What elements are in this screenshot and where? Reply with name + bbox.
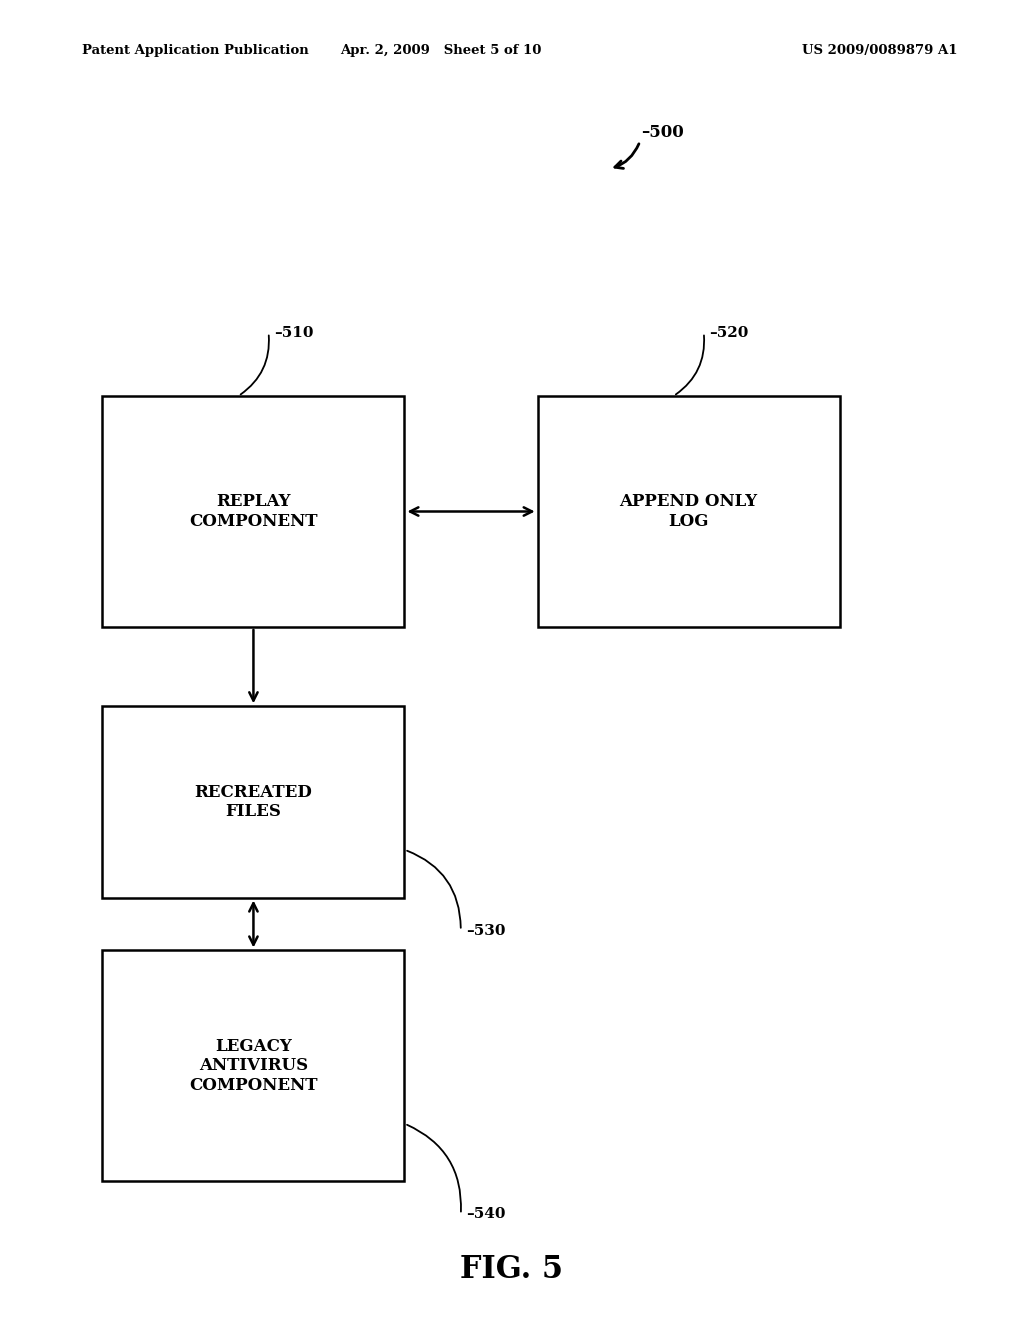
Text: –530: –530 [466,924,506,937]
Text: –540: –540 [466,1208,506,1221]
Text: –500: –500 [641,124,684,141]
Text: RECREATED
FILES: RECREATED FILES [195,784,312,820]
Text: –510: –510 [273,326,313,339]
FancyBboxPatch shape [102,706,404,898]
Text: REPLAY
COMPONENT: REPLAY COMPONENT [189,494,317,529]
FancyBboxPatch shape [538,396,840,627]
Text: Apr. 2, 2009   Sheet 5 of 10: Apr. 2, 2009 Sheet 5 of 10 [340,44,541,57]
Text: US 2009/0089879 A1: US 2009/0089879 A1 [802,44,957,57]
FancyBboxPatch shape [102,950,404,1181]
Text: APPEND ONLY
LOG: APPEND ONLY LOG [620,494,758,529]
Text: –520: –520 [709,326,749,339]
FancyBboxPatch shape [102,396,404,627]
Text: Patent Application Publication: Patent Application Publication [82,44,308,57]
Text: FIG. 5: FIG. 5 [461,1254,563,1286]
Text: LEGACY
ANTIVIRUS
COMPONENT: LEGACY ANTIVIRUS COMPONENT [189,1038,317,1094]
